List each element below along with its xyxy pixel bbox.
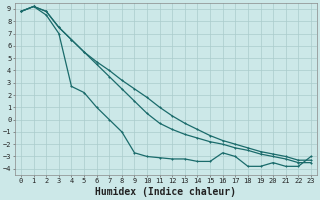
X-axis label: Humidex (Indice chaleur): Humidex (Indice chaleur) xyxy=(95,187,236,197)
